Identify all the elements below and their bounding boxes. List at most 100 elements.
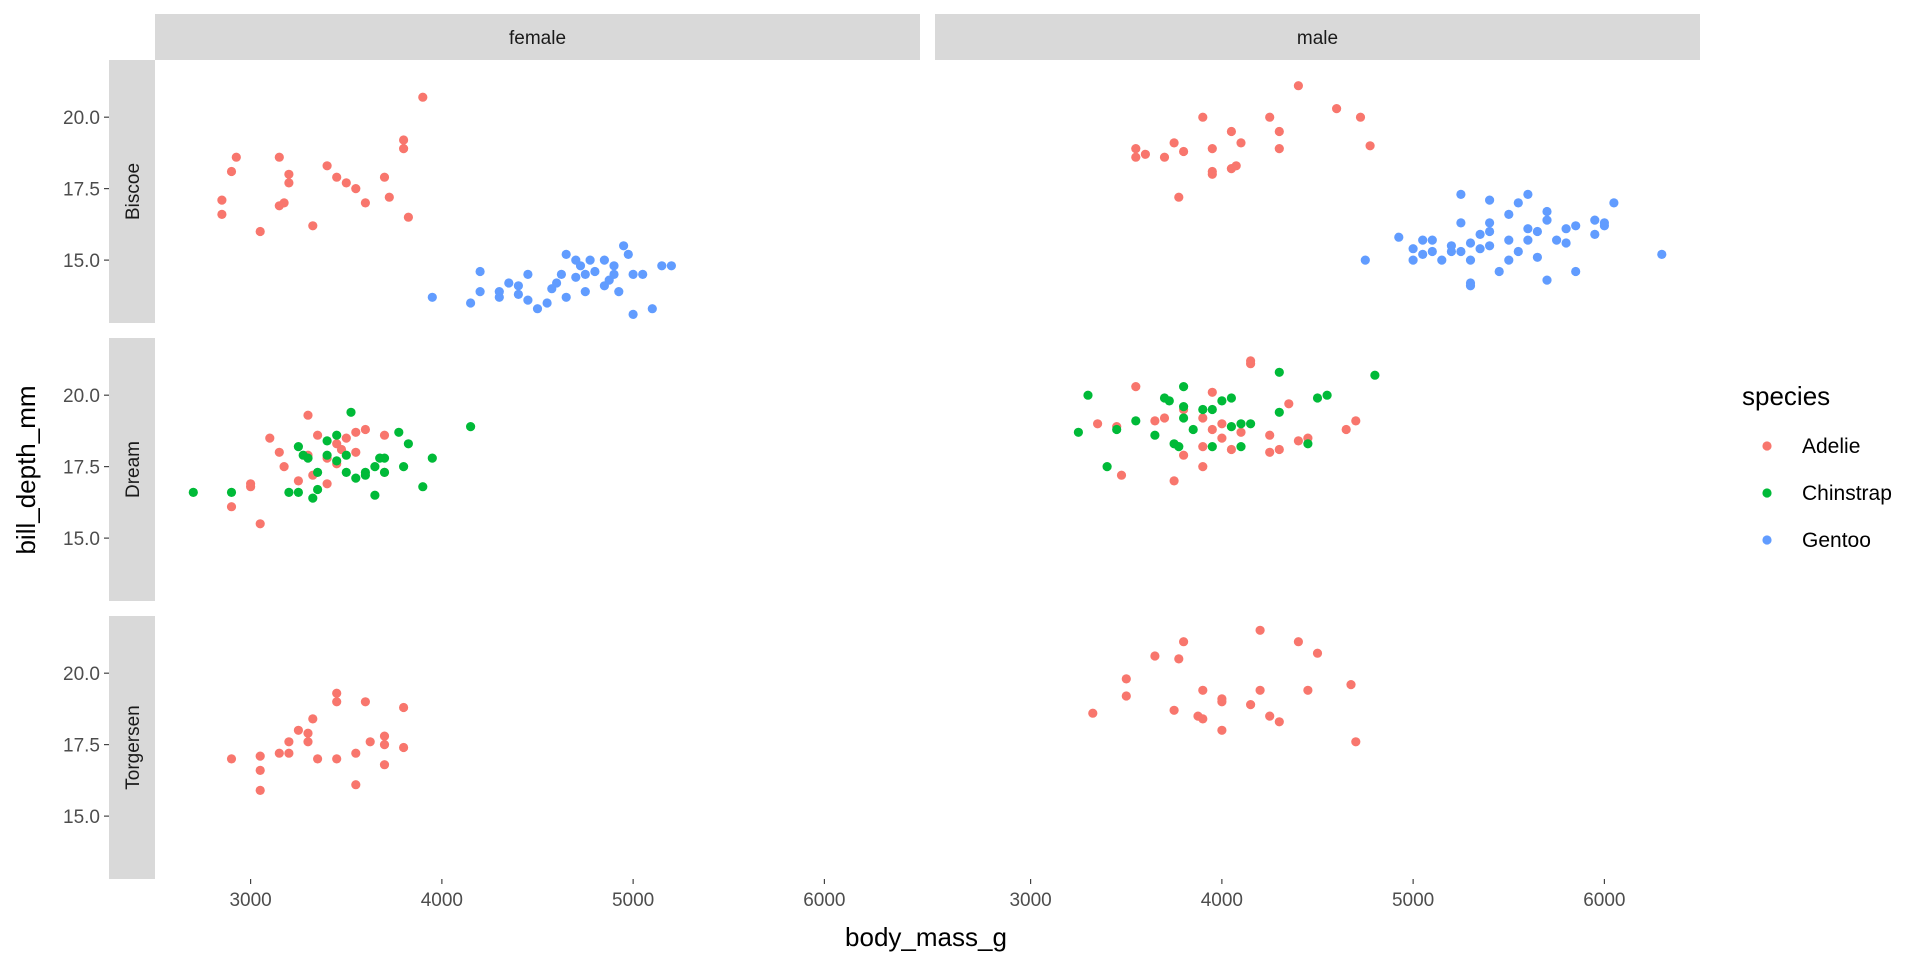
point-adelie xyxy=(284,178,294,188)
point-adelie xyxy=(341,433,351,443)
point-gentoo xyxy=(609,261,619,271)
point-chinstrap xyxy=(341,467,351,477)
point-gentoo xyxy=(1394,232,1404,242)
point-adelie xyxy=(1236,138,1246,148)
point-adelie xyxy=(1265,711,1275,721)
point-adelie xyxy=(332,172,342,182)
x-axis-title: body_mass_g xyxy=(845,922,1007,952)
facet-panels xyxy=(188,81,1667,796)
legend-label-chinstrap: Chinstrap xyxy=(1802,482,1892,505)
legend-key-chinstrap xyxy=(1762,488,1772,498)
point-chinstrap xyxy=(226,487,237,497)
y-tick-label: 20.0 xyxy=(63,664,100,685)
point-adelie xyxy=(1121,674,1131,684)
panel-female-Dream xyxy=(188,407,476,529)
point-adelie xyxy=(365,737,375,747)
point-adelie xyxy=(1355,112,1366,122)
point-adelie xyxy=(1351,416,1361,426)
point-gentoo xyxy=(1475,244,1485,254)
point-gentoo xyxy=(1456,246,1466,257)
point-gentoo xyxy=(614,287,624,297)
point-gentoo xyxy=(1542,275,1552,285)
point-adelie xyxy=(1246,359,1256,369)
point-adelie xyxy=(1093,419,1103,429)
point-chinstrap xyxy=(1322,390,1332,400)
point-gentoo xyxy=(1599,218,1609,228)
point-adelie xyxy=(1179,146,1189,157)
y-tick-label: 15.0 xyxy=(63,251,100,272)
y-tick-label: 17.5 xyxy=(63,736,100,757)
point-gentoo xyxy=(1446,246,1456,257)
point-chinstrap xyxy=(360,470,370,480)
facet-strips: female male Biscoe Dream Torgersen xyxy=(109,14,1700,879)
point-adelie xyxy=(360,697,370,707)
point-adelie xyxy=(303,410,313,420)
point-gentoo xyxy=(1523,189,1533,199)
point-chinstrap xyxy=(1274,407,1284,417)
point-adelie xyxy=(399,702,409,713)
point-chinstrap xyxy=(399,462,409,472)
point-adelie xyxy=(1169,705,1179,715)
point-gentoo xyxy=(1427,246,1437,257)
legend-label-adelie: Adelie xyxy=(1802,435,1860,458)
panel-female-Torgersen xyxy=(226,688,409,796)
point-adelie xyxy=(1150,651,1160,661)
point-adelie xyxy=(284,748,294,758)
point-gentoo xyxy=(556,269,567,279)
point-adelie xyxy=(1332,104,1342,114)
x-tick-label: 6000 xyxy=(803,890,845,911)
point-chinstrap xyxy=(1236,419,1246,429)
point-adelie xyxy=(1293,436,1303,446)
legend-key-gentoo xyxy=(1762,535,1772,545)
point-adelie xyxy=(360,198,370,208)
x-tick-label: 5000 xyxy=(1392,890,1434,911)
point-adelie xyxy=(1207,387,1217,397)
point-gentoo xyxy=(1561,224,1571,234)
point-gentoo xyxy=(427,292,437,302)
point-adelie xyxy=(1207,166,1217,177)
point-gentoo xyxy=(523,269,533,279)
point-adelie xyxy=(322,479,332,489)
facet-label-Torgersen: Torgersen xyxy=(123,705,144,790)
point-gentoo xyxy=(1456,218,1466,228)
y-tick-label: 20.0 xyxy=(63,386,100,407)
point-chinstrap xyxy=(1179,382,1189,392)
point-chinstrap xyxy=(370,462,380,472)
point-adelie xyxy=(1159,413,1170,423)
facet-strip-col-male xyxy=(935,14,1700,60)
point-chinstrap xyxy=(427,453,437,463)
point-chinstrap xyxy=(394,427,404,437)
point-gentoo xyxy=(1475,229,1485,239)
point-adelie xyxy=(1198,112,1208,122)
point-adelie xyxy=(1198,442,1208,452)
x-tick-label: 6000 xyxy=(1583,890,1625,911)
point-chinstrap xyxy=(1083,390,1093,400)
point-adelie xyxy=(379,740,390,750)
point-adelie xyxy=(332,688,342,698)
point-adelie xyxy=(1217,419,1227,429)
point-gentoo xyxy=(657,261,667,271)
point-adelie xyxy=(379,731,390,741)
point-adelie xyxy=(1293,81,1303,91)
point-gentoo xyxy=(1465,281,1476,291)
point-adelie xyxy=(1365,141,1375,151)
point-gentoo xyxy=(1494,266,1504,277)
point-adelie xyxy=(246,479,256,489)
axes: 15.0 17.5 20.0 15.0 17.5 20.0 15.0 17.5 20.0 3000… xyxy=(63,108,1626,911)
point-adelie xyxy=(1207,424,1217,435)
point-adelie xyxy=(284,169,294,179)
point-gentoo xyxy=(494,292,504,302)
point-chinstrap xyxy=(1188,424,1198,435)
point-gentoo xyxy=(552,278,562,288)
point-adelie xyxy=(1174,192,1184,202)
point-adelie xyxy=(351,780,361,790)
legend-key-adelie xyxy=(1762,441,1772,451)
legend: species Adelie Chinstrap Gentoo xyxy=(1742,381,1892,552)
point-adelie xyxy=(255,785,265,796)
point-adelie xyxy=(1217,697,1227,707)
point-chinstrap xyxy=(1179,402,1189,412)
point-adelie xyxy=(322,161,332,171)
point-adelie xyxy=(284,737,294,747)
point-chinstrap xyxy=(403,439,413,449)
point-chinstrap xyxy=(1236,442,1246,452)
